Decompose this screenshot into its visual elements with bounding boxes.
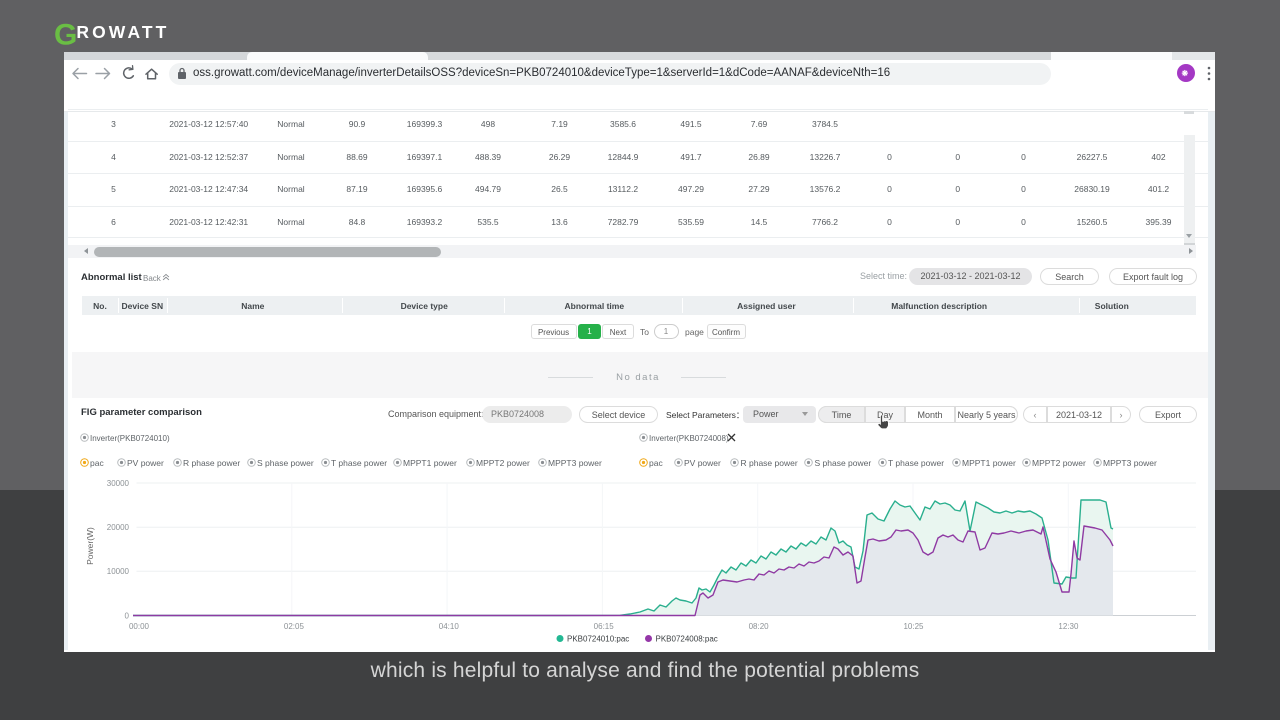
svg-text:PKB0724010:pac: PKB0724010:pac [567, 635, 629, 644]
svg-text:00:00: 00:00 [129, 622, 150, 631]
svg-text:30000: 30000 [107, 479, 130, 488]
svg-text:10000: 10000 [107, 567, 130, 576]
svg-text:0: 0 [125, 611, 130, 620]
svg-text:12:30: 12:30 [1058, 622, 1079, 631]
svg-text:10:25: 10:25 [903, 622, 924, 631]
svg-text:Power(W): Power(W) [85, 527, 95, 565]
svg-text:20000: 20000 [107, 523, 130, 532]
svg-text:PKB0724008:pac: PKB0724008:pac [656, 635, 718, 644]
svg-text:08:20: 08:20 [749, 622, 770, 631]
svg-text:02:05: 02:05 [284, 622, 305, 631]
svg-text:06:15: 06:15 [594, 622, 615, 631]
svg-text:04:10: 04:10 [439, 622, 460, 631]
